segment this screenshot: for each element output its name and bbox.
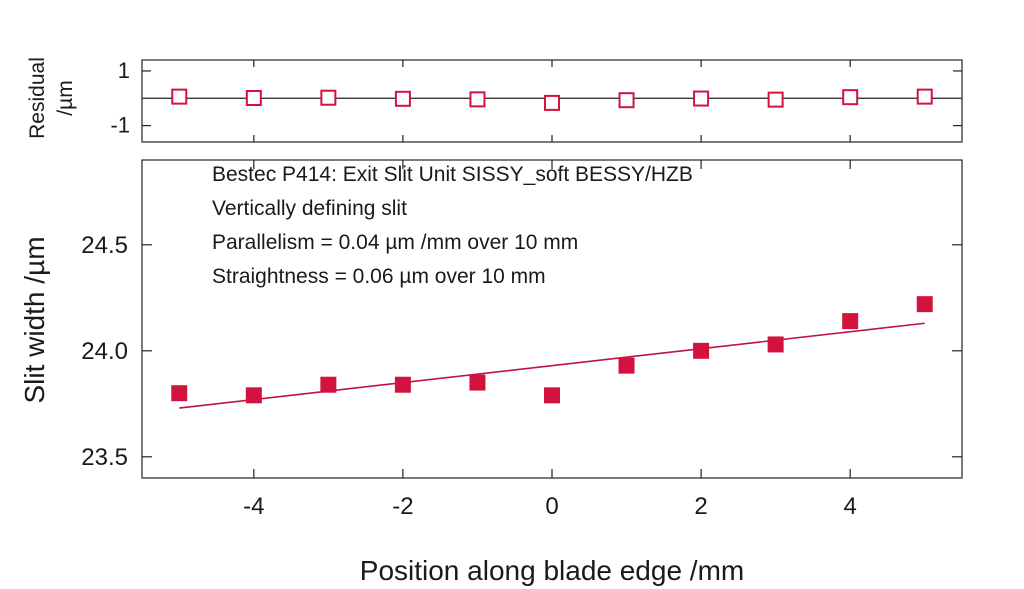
residual-points bbox=[171, 88, 933, 111]
annotation-parallelism: Parallelism = 0.04 µm /mm over 10 mm bbox=[212, 231, 578, 254]
x-tick-label: 4 bbox=[844, 493, 857, 520]
data-point bbox=[916, 296, 933, 313]
residual-point bbox=[394, 90, 411, 107]
residual-point bbox=[916, 88, 933, 105]
y-tick-label: 24.0 bbox=[81, 338, 128, 365]
residual-point bbox=[618, 92, 635, 109]
data-point bbox=[618, 357, 635, 374]
residual-point bbox=[469, 91, 486, 108]
y-tick-label: 24.5 bbox=[81, 232, 128, 259]
residual-point bbox=[171, 88, 188, 105]
residual-point bbox=[245, 89, 262, 106]
linear-fit-line bbox=[179, 322, 925, 409]
annotation-slit: Vertically defining slit bbox=[212, 197, 407, 220]
data-point bbox=[767, 336, 784, 353]
main-x-ticks: -4 -2 0 2 4 bbox=[243, 160, 857, 520]
annotation-straightness: Straightness = 0.06 µm over 10 mm bbox=[212, 265, 546, 288]
residual-y-tick-label: -1 bbox=[110, 113, 130, 138]
data-point bbox=[320, 376, 337, 393]
x-tick-label: 2 bbox=[694, 493, 707, 520]
main-xlabel: Position along blade edge /mm bbox=[360, 555, 744, 586]
data-point bbox=[544, 387, 560, 404]
x-tick-label: 0 bbox=[545, 493, 558, 520]
residual-point bbox=[767, 91, 784, 108]
residual-point bbox=[842, 89, 859, 106]
residual-point bbox=[320, 89, 337, 106]
data-point bbox=[394, 376, 411, 393]
residual-panel: 1 -1 Residual /µm bbox=[26, 57, 963, 143]
residual-ylabel-line-1: Residual bbox=[26, 57, 49, 139]
x-tick-label: -4 bbox=[243, 493, 264, 520]
residual-point bbox=[693, 90, 710, 107]
residual-point bbox=[544, 94, 560, 111]
data-point bbox=[693, 342, 710, 359]
data-point bbox=[842, 313, 859, 330]
data-point bbox=[171, 385, 188, 402]
main-y-ticks: 23.5 24.0 24.5 bbox=[81, 232, 962, 471]
annotation-title: Bestec P414: Exit Slit Unit SISSY_soft B… bbox=[212, 163, 693, 186]
main-panel: -4 -2 0 2 4 23.5 24.0 24.5 Bestec P414: Exit S… bbox=[19, 159, 963, 586]
x-tick-label: -2 bbox=[392, 493, 413, 520]
data-point bbox=[469, 374, 486, 391]
data-point bbox=[245, 387, 262, 404]
residual-y-tick-label: 1 bbox=[118, 58, 130, 83]
residual-y-ticks: 1 -1 bbox=[110, 58, 962, 142]
residual-ylabel-line-2: /µm bbox=[54, 80, 77, 115]
y-tick-label: 23.5 bbox=[81, 444, 128, 471]
main-ylabel: Slit width /µm bbox=[19, 236, 50, 403]
main-points bbox=[171, 296, 933, 404]
